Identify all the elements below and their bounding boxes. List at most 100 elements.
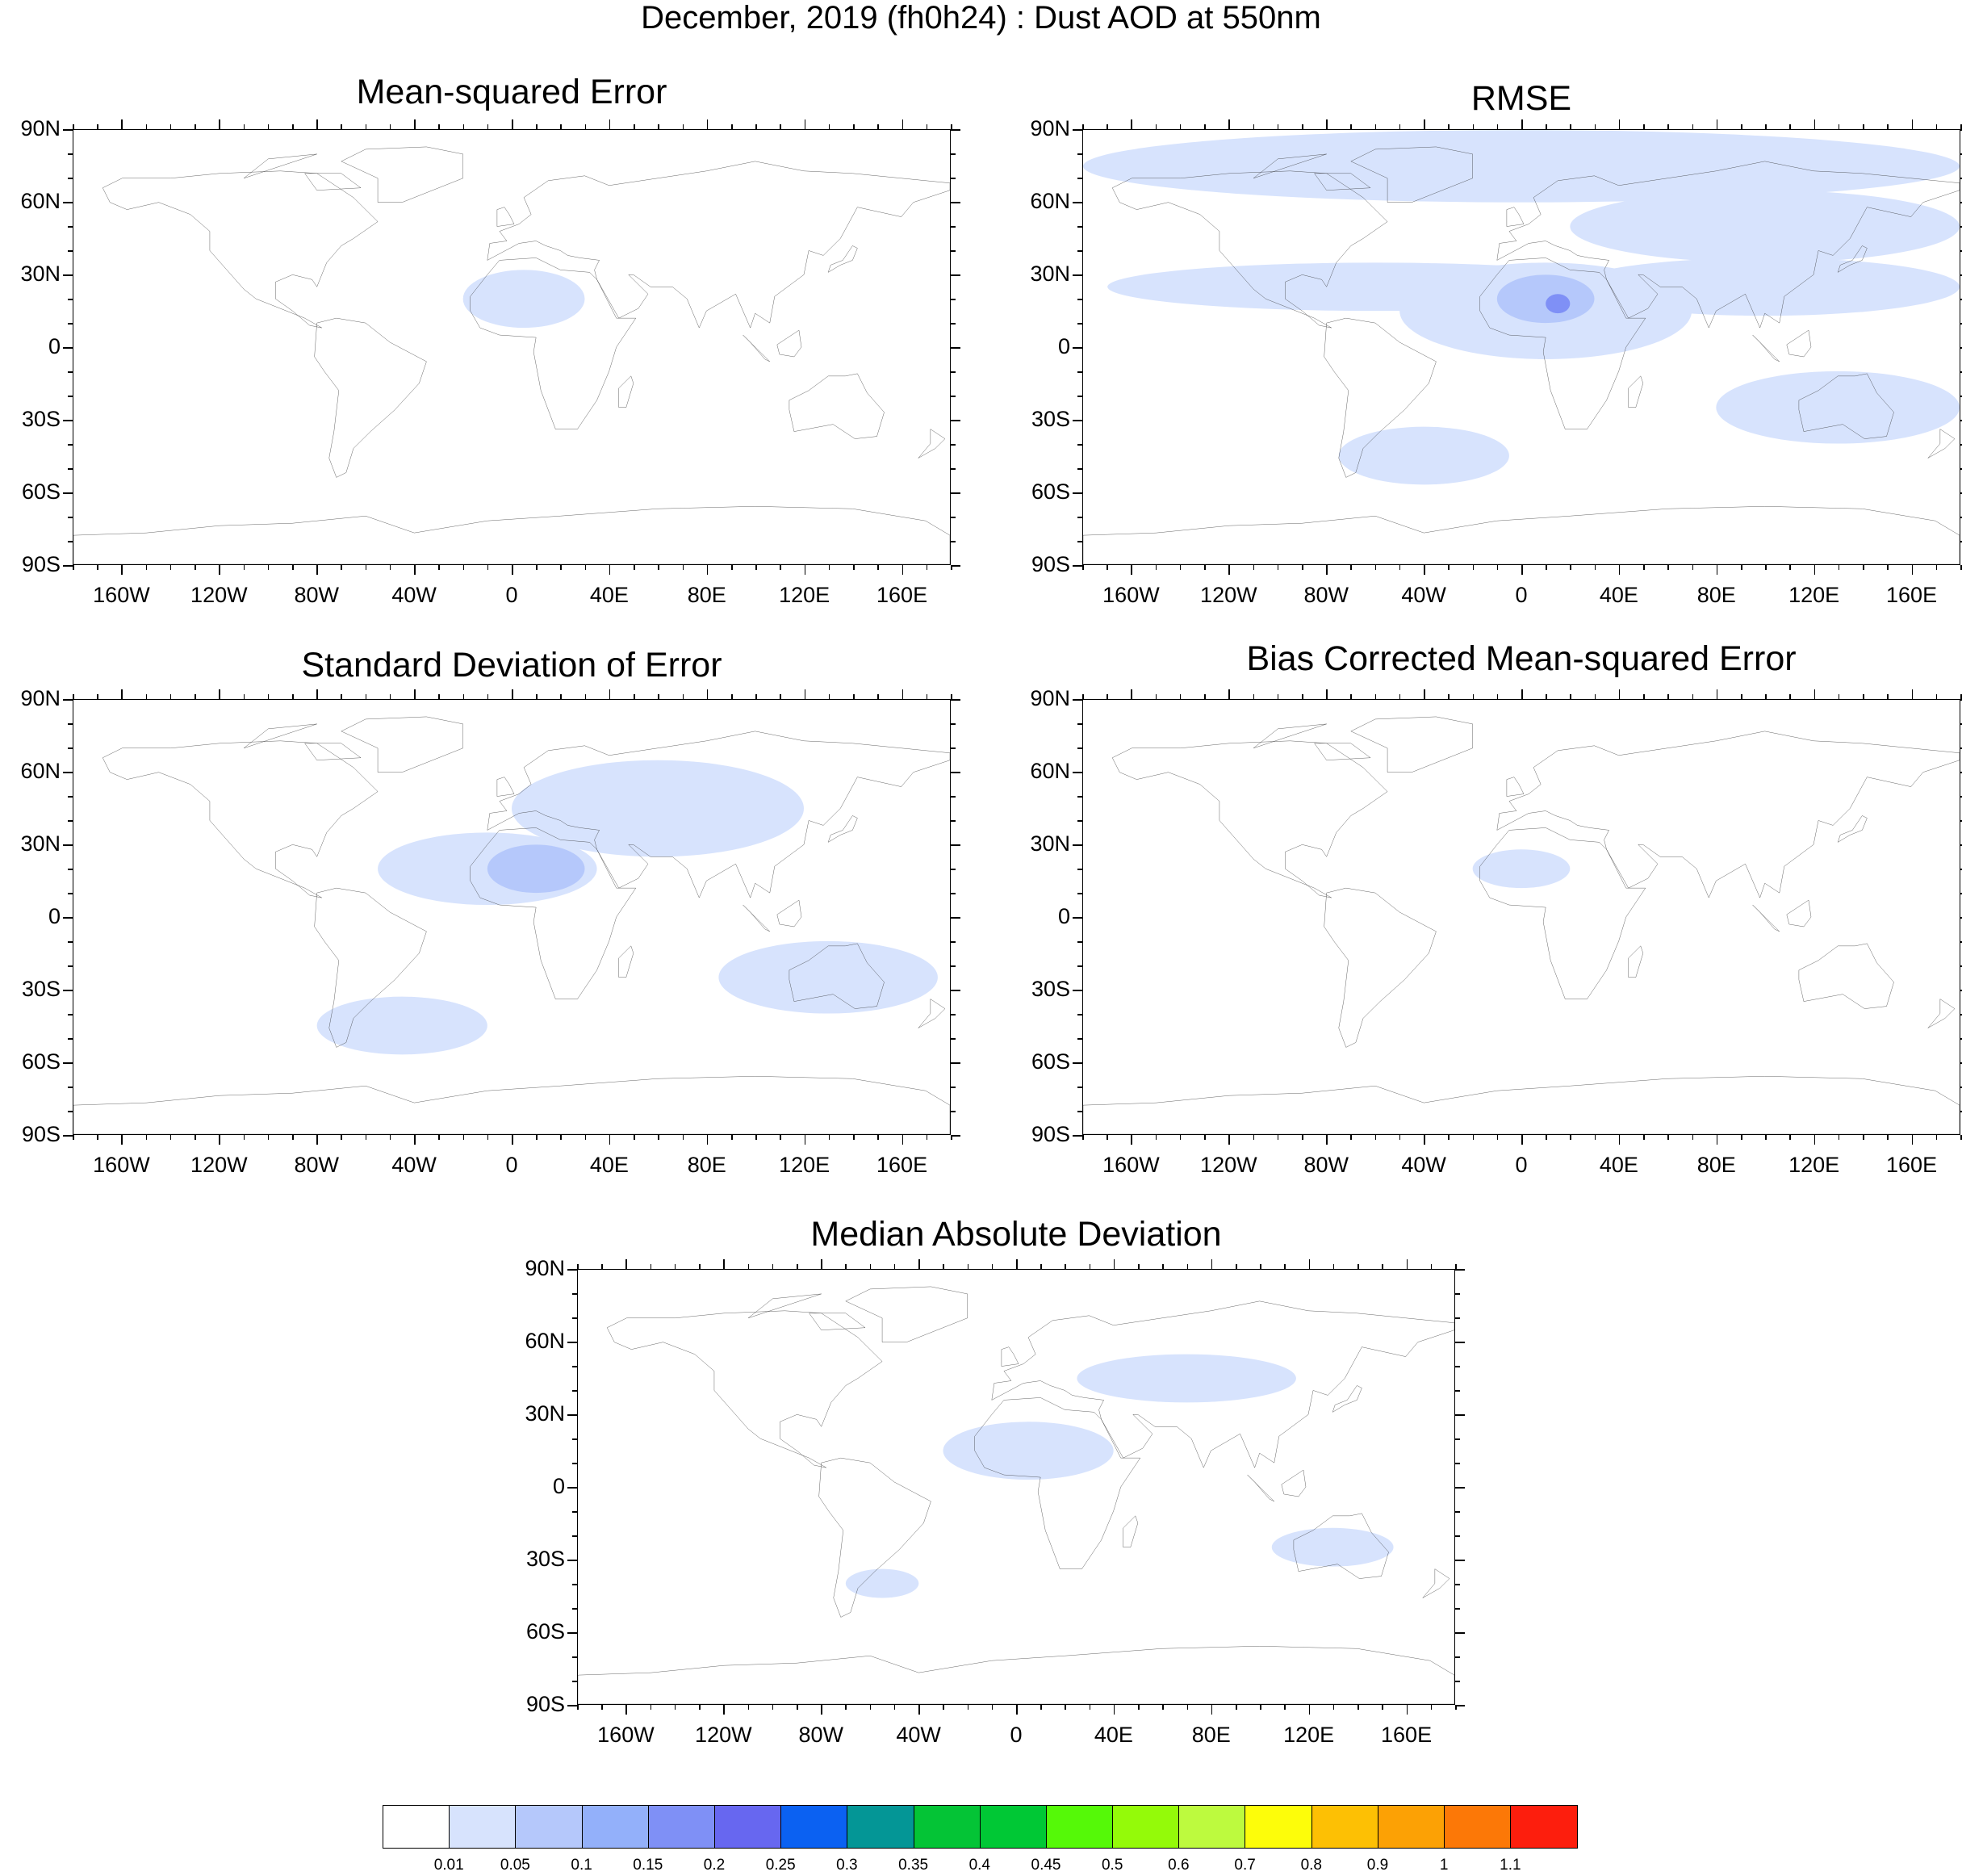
x-tick-mark <box>601 1705 603 1710</box>
x-tick-mark <box>169 124 172 129</box>
colorbar-label: 0.8 <box>1300 1857 1322 1874</box>
x-tick-mark <box>1692 694 1694 699</box>
x-tick-mark <box>828 1135 830 1140</box>
x-tick-mark <box>219 119 220 129</box>
x-tick-mark <box>1260 1705 1261 1710</box>
y-tick-mark <box>63 347 73 349</box>
x-tick-mark <box>1204 1135 1206 1140</box>
x-tick-mark <box>634 694 635 699</box>
x-tick-mark <box>943 1264 944 1269</box>
x-tick-mark <box>414 119 416 129</box>
x-tick-label: 0 <box>505 583 518 607</box>
x-tick-mark <box>1253 1135 1255 1140</box>
y-tick-mark <box>951 347 960 349</box>
x-tick-label: 160E <box>1886 1153 1938 1177</box>
coastline-7 <box>578 1646 1454 1704</box>
x-tick-mark <box>821 1705 822 1715</box>
x-tick-mark <box>625 1259 627 1269</box>
x-tick-mark <box>536 565 538 570</box>
coastline-7 <box>1083 506 1960 564</box>
y-tick-label: 60N <box>525 1329 565 1353</box>
y-tick-mark <box>1960 517 1962 518</box>
x-tick-mark <box>1448 565 1450 570</box>
x-tick-mark <box>1863 694 1864 699</box>
y-tick-mark <box>68 796 73 798</box>
dust-region-4 <box>845 1568 919 1598</box>
x-tick-mark <box>145 124 148 129</box>
x-tick-label: 160E <box>1886 583 1938 607</box>
y-tick-mark <box>951 917 960 919</box>
coastline-4 <box>471 258 636 429</box>
x-tick-mark <box>1430 1705 1433 1710</box>
x-tick-mark <box>1040 1264 1042 1269</box>
y-tick-mark <box>1960 178 1962 179</box>
coastline-8 <box>497 777 514 797</box>
y-tick-mark <box>1960 723 1962 725</box>
x-tick-mark <box>512 565 513 575</box>
x-tick-mark <box>609 119 611 129</box>
x-tick-mark <box>853 1135 855 1140</box>
x-tick-mark <box>1082 694 1084 699</box>
map-svg <box>73 700 950 1134</box>
y-tick-mark <box>1455 1608 1460 1610</box>
x-tick-mark <box>625 1705 627 1715</box>
x-tick-mark <box>1643 565 1645 570</box>
map-plot-area <box>73 129 951 565</box>
y-tick-mark <box>1455 1317 1460 1319</box>
x-tick-mark <box>438 1135 440 1140</box>
y-tick-mark <box>63 202 73 203</box>
x-tick-mark <box>97 694 98 699</box>
y-tick-mark <box>63 844 73 846</box>
x-tick-mark <box>772 1705 774 1710</box>
x-tick-mark <box>1594 124 1596 129</box>
x-tick-mark <box>1789 124 1791 129</box>
x-tick-mark <box>1382 1264 1383 1269</box>
x-tick-mark <box>1179 124 1182 129</box>
x-tick-mark <box>584 124 587 129</box>
map-plot-area <box>1082 699 1960 1135</box>
x-tick-mark <box>1455 1705 1457 1710</box>
x-tick-mark <box>845 1705 847 1710</box>
x-tick-mark <box>1935 565 1938 570</box>
dust-region-1 <box>1077 1354 1296 1403</box>
y-tick-label: 60S <box>525 1619 565 1644</box>
y-tick-mark <box>63 1135 73 1137</box>
y-tick-mark <box>1960 965 1962 967</box>
y-tick-label: 30N <box>20 262 61 286</box>
x-tick-mark <box>1838 124 1840 129</box>
coastline-15 <box>1253 154 1327 178</box>
y-tick-mark <box>572 1463 577 1464</box>
x-tick-label: 120E <box>1788 1153 1840 1177</box>
x-tick-label: 120W <box>190 1153 248 1177</box>
x-tick-mark <box>699 1264 701 1269</box>
x-tick-mark <box>1326 689 1328 699</box>
y-tick-mark <box>1073 1135 1082 1137</box>
coastline-8 <box>1002 1347 1019 1367</box>
colorbar-label: 1.1 <box>1500 1857 1521 1874</box>
y-tick-label: 90N <box>20 116 61 140</box>
y-tick-mark <box>1077 893 1082 894</box>
x-tick-mark <box>1496 565 1499 570</box>
x-tick-label: 120E <box>1788 583 1840 607</box>
y-tick-mark <box>951 893 956 894</box>
map-svg <box>578 1270 1454 1704</box>
x-tick-mark <box>780 1135 781 1140</box>
y-tick-mark <box>1960 747 1962 749</box>
coastline-4 <box>1480 258 1646 429</box>
dust-region-9 <box>1338 426 1509 485</box>
coastline-12 <box>1282 1470 1306 1497</box>
colorbar-swatch <box>582 1806 649 1848</box>
x-tick-mark <box>267 565 270 570</box>
y-tick-mark <box>951 420 960 421</box>
y-tick-mark <box>1073 129 1082 131</box>
x-tick-mark <box>1789 694 1791 699</box>
x-tick-mark <box>145 1135 148 1140</box>
coastline-1 <box>102 171 378 328</box>
y-tick-label: 30N <box>1030 262 1070 286</box>
x-tick-mark <box>414 1135 416 1145</box>
x-tick-mark <box>828 694 830 699</box>
coastline-15 <box>1253 724 1327 748</box>
y-tick-mark <box>951 844 960 846</box>
dust-region-6 <box>1496 274 1595 324</box>
y-tick-mark <box>1960 941 1962 943</box>
